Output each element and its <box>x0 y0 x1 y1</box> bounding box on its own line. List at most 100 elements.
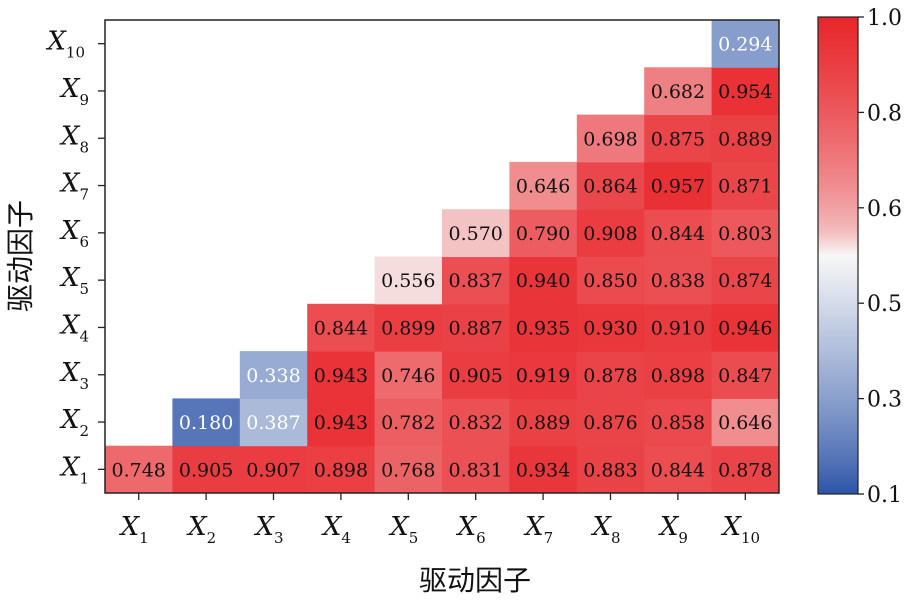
heatmap-cell <box>442 209 510 257</box>
colorbar-tick-label: 0.8 <box>867 101 902 126</box>
x-tick-base: X <box>720 512 742 542</box>
heatmap-cell <box>442 398 510 447</box>
colorbar-tick-label: 0.6 <box>867 197 902 222</box>
y-tick-subscript: 2 <box>79 422 89 440</box>
heatmap-cell <box>576 398 645 447</box>
y-tick-base: X <box>59 452 81 482</box>
y-tick-label: X9 <box>59 74 89 109</box>
heatmap-cell <box>644 398 713 447</box>
heatmap-cell <box>576 209 645 257</box>
heatmap-cell <box>172 398 241 447</box>
cell-value-label: 0.898 <box>314 459 368 481</box>
cell-value-label: 0.837 <box>448 270 502 292</box>
cell-value-label: 0.887 <box>448 317 502 339</box>
x-tick-subscript: 1 <box>139 529 149 547</box>
heatmap-cell <box>711 67 780 116</box>
cell-value-label: 0.946 <box>718 317 772 339</box>
x-axis-ticks: X1 X2 X3 X4 X5 X6 X7 X8 X9 X10 <box>119 493 760 547</box>
heatmap-cell <box>374 445 443 494</box>
y-tick-base: X <box>59 263 81 293</box>
heatmap-cell <box>374 303 443 352</box>
y-tick-subscript: 4 <box>79 327 89 345</box>
heatmap-cell <box>644 67 713 116</box>
x-tick-label: X10 <box>720 512 760 547</box>
cell-value-label: 0.838 <box>651 270 705 292</box>
cell-value-label: 0.387 <box>246 412 300 434</box>
heatmap-cell <box>711 20 780 68</box>
x-tick-base: X <box>119 512 141 542</box>
x-tick-label: X9 <box>658 512 688 547</box>
heatmap-cell <box>711 445 780 494</box>
cell-value-label: 0.943 <box>314 365 368 387</box>
x-tick-label: X5 <box>388 512 418 547</box>
x-tick-label: X7 <box>523 512 553 547</box>
y-tick-label: X6 <box>59 216 89 251</box>
colorbar-tick-label: 0.1 <box>867 483 902 508</box>
heatmap-cell <box>711 256 780 305</box>
y-tick-subscript: 9 <box>79 91 89 109</box>
heatmap-cell <box>442 445 510 494</box>
colorbar-tick-label: 1.0 <box>867 6 902 31</box>
cell-value-label: 0.646 <box>516 176 570 198</box>
y-tick-subscript: 7 <box>79 186 89 204</box>
y-tick-label: X7 <box>59 169 89 204</box>
colorbar-tick-label: 0.3 <box>867 388 902 413</box>
y-tick-base: X <box>59 216 81 246</box>
cell-value-label: 0.883 <box>583 459 637 481</box>
y-tick-label: X2 <box>59 405 89 440</box>
heatmap-cell <box>576 445 645 494</box>
cell-value-label: 0.698 <box>583 128 637 150</box>
y-tick-subscript: 3 <box>79 375 89 393</box>
cell-value-label: 0.746 <box>381 365 435 387</box>
heatmap-cell <box>307 351 376 399</box>
heatmap-cell <box>172 445 241 494</box>
x-tick-label: X3 <box>253 512 283 547</box>
cell-value-label: 0.943 <box>314 412 368 434</box>
colorbar <box>817 16 859 495</box>
cell-value-label: 0.878 <box>718 459 772 481</box>
cell-value-label: 0.294 <box>718 34 772 56</box>
heatmap-cell <box>509 303 578 352</box>
cell-value-label: 0.935 <box>516 317 570 339</box>
heatmap-cell <box>509 209 578 257</box>
x-tick-label: X6 <box>456 512 486 547</box>
cell-value-label: 0.934 <box>516 459 570 481</box>
heatmap-cell <box>374 256 443 305</box>
heatmap-cell <box>644 256 713 305</box>
cell-value-label: 0.919 <box>516 365 570 387</box>
heatmap-cell <box>509 398 578 447</box>
y-tick-label: X8 <box>59 121 89 156</box>
y-tick-subscript: 1 <box>79 469 89 487</box>
y-tick-base: X <box>59 358 81 388</box>
x-tick-subscript: 5 <box>409 529 419 547</box>
heatmap-cell <box>576 351 645 399</box>
cell-value-label: 0.908 <box>583 223 637 245</box>
x-tick-subscript: 8 <box>611 529 621 547</box>
heatmap-cell <box>509 256 578 305</box>
y-tick-subscript: 6 <box>79 233 89 251</box>
cell-value-label: 0.556 <box>381 270 435 292</box>
x-tick-label: X8 <box>590 512 620 547</box>
colorbar-ticks: 0.1 0.3 0.5 0.6 0.8 1.0 <box>858 6 902 508</box>
x-tick-subscript: 3 <box>274 529 284 547</box>
cell-value-label: 0.748 <box>111 459 165 481</box>
heatmap-cell <box>711 303 780 352</box>
y-tick-subscript: 5 <box>79 280 89 298</box>
cell-value-label: 0.844 <box>314 317 368 339</box>
heatmap-cell <box>644 445 713 494</box>
x-tick-base: X <box>321 512 343 542</box>
cell-value-label: 0.889 <box>718 128 772 150</box>
x-tick-subscript: 9 <box>678 529 688 547</box>
cell-value-label: 0.940 <box>516 270 570 292</box>
heatmap-cell <box>442 303 510 352</box>
heatmap-cell <box>442 351 510 399</box>
x-tick-base: X <box>388 512 410 542</box>
cell-value-label: 0.898 <box>651 365 705 387</box>
y-tick-base: X <box>59 169 81 199</box>
cell-value-label: 0.180 <box>179 412 233 434</box>
y-tick-subscript: 10 <box>66 44 85 62</box>
cell-value-label: 0.803 <box>718 223 772 245</box>
heatmap-cell <box>644 209 713 257</box>
cell-value-label: 0.876 <box>583 412 637 434</box>
